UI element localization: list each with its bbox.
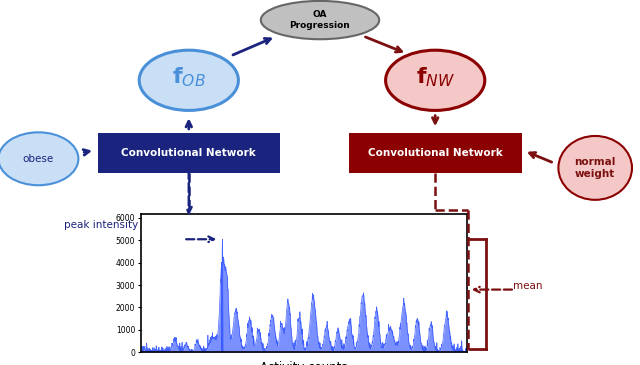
FancyBboxPatch shape — [349, 133, 522, 173]
Ellipse shape — [385, 50, 485, 111]
Text: $\mathbf{f}_{NW}$: $\mathbf{f}_{NW}$ — [415, 66, 455, 89]
Text: Convolutional Network: Convolutional Network — [368, 148, 502, 158]
Ellipse shape — [0, 132, 79, 185]
Ellipse shape — [261, 1, 379, 39]
Text: normal
weight: normal weight — [575, 157, 616, 179]
Text: $\mathbf{f}_{OB}$: $\mathbf{f}_{OB}$ — [172, 66, 205, 89]
Ellipse shape — [559, 136, 632, 200]
Text: Activity counts: Activity counts — [260, 361, 348, 365]
Text: OA
Progression: OA Progression — [290, 10, 350, 30]
Text: peak intensity: peak intensity — [64, 220, 138, 230]
Text: obese: obese — [23, 154, 54, 164]
Text: mean: mean — [513, 281, 543, 291]
Ellipse shape — [140, 50, 238, 111]
Text: Convolutional Network: Convolutional Network — [122, 148, 256, 158]
FancyBboxPatch shape — [97, 133, 280, 173]
